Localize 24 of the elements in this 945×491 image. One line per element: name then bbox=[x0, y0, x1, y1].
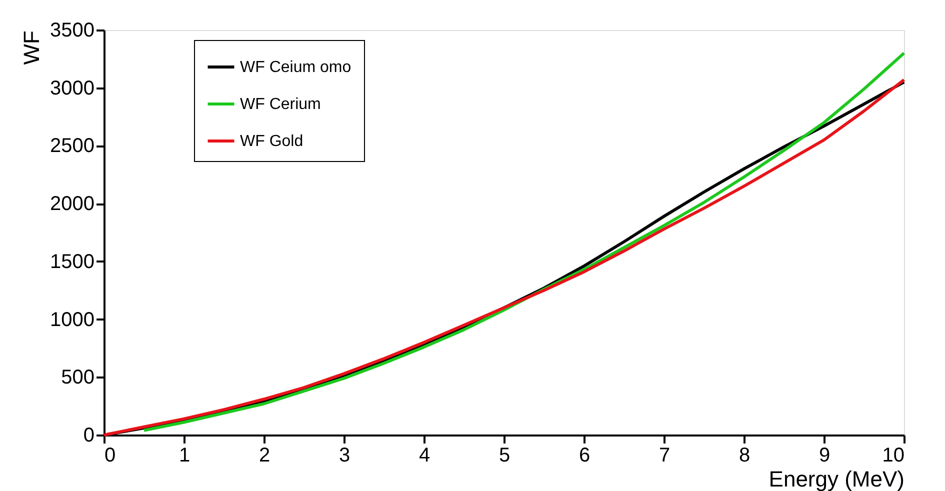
y-tick-label: 500 bbox=[61, 366, 94, 389]
y-tick-label: 2000 bbox=[50, 193, 94, 216]
x-tick-label: 7 bbox=[658, 444, 670, 466]
y-tick-label: 1500 bbox=[50, 250, 94, 273]
legend-label: WF Cerium bbox=[240, 96, 321, 113]
x-tick-label: 1 bbox=[178, 444, 190, 466]
x-tick-label: 10 bbox=[882, 444, 904, 466]
x-axis-title: Energy (MeV) bbox=[768, 466, 904, 491]
x-tick-label: 0 bbox=[104, 444, 116, 466]
y-tick-label: 2500 bbox=[50, 135, 94, 158]
x-tick-label: 8 bbox=[738, 444, 750, 466]
x-tick-label: 4 bbox=[418, 444, 430, 466]
y-tick-label: 0 bbox=[83, 424, 94, 446]
legend-label: WF Ceium omo bbox=[240, 59, 352, 76]
y-tick-label: 3000 bbox=[50, 77, 94, 100]
x-tick-label: 6 bbox=[578, 444, 590, 466]
y-tick-label: 3500 bbox=[50, 20, 94, 42]
x-tick-label: 3 bbox=[338, 444, 350, 466]
legend-label: WF Gold bbox=[240, 133, 304, 150]
x-tick-label: 5 bbox=[498, 444, 510, 466]
x-tick-label: 2 bbox=[258, 444, 270, 466]
y-axis-title: WF bbox=[19, 30, 44, 65]
y-tick-label: 1000 bbox=[50, 308, 94, 331]
x-tick-label: 9 bbox=[818, 444, 830, 466]
